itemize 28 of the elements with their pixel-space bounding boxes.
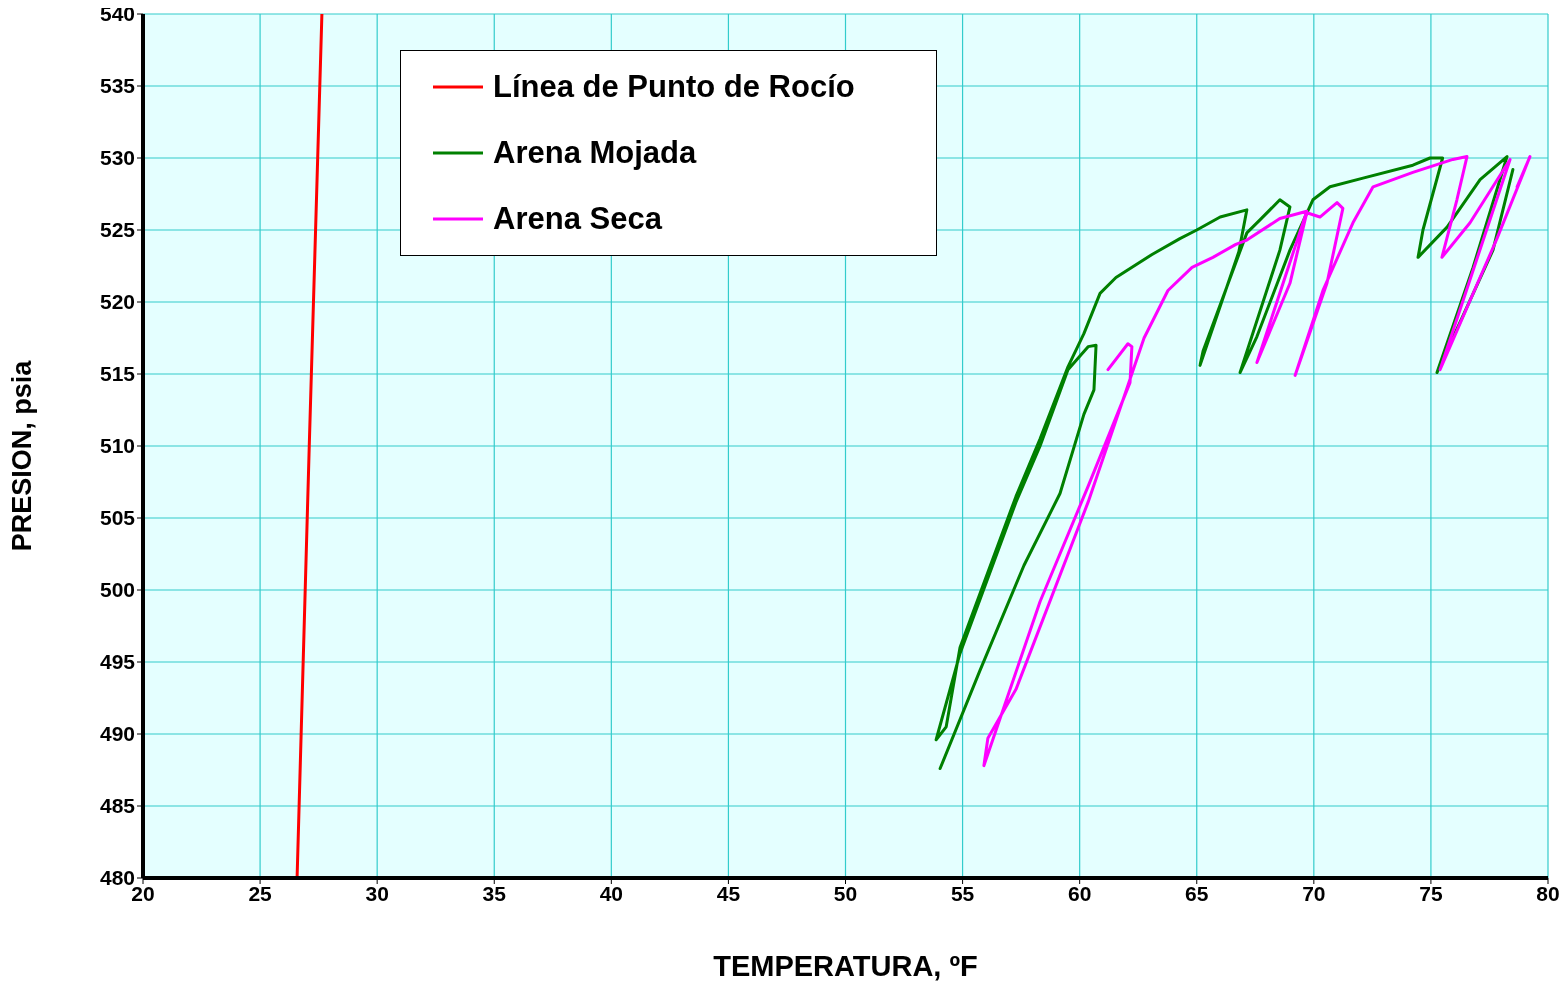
legend-label: Línea de Punto de Rocío xyxy=(493,69,855,105)
legend-label: Arena Mojada xyxy=(493,135,697,171)
y-tick-label: 510 xyxy=(99,434,135,458)
y-tick-label: 520 xyxy=(99,290,135,314)
x-tick-label: 70 xyxy=(1302,881,1326,905)
y-axis-title: PRESION, psia xyxy=(6,359,37,552)
x-tick-label: 40 xyxy=(599,881,624,905)
x-tick-label: 50 xyxy=(833,881,858,905)
x-tick-label: 25 xyxy=(248,881,273,905)
x-tick-label: 75 xyxy=(1419,881,1443,905)
legend-label: Arena Seca xyxy=(493,201,662,237)
x-axis-title: TEMPERATURA, ºF xyxy=(713,950,978,982)
y-tick-label: 500 xyxy=(99,578,135,602)
y-tick-label: 525 xyxy=(99,218,136,242)
x-tick-label: 45 xyxy=(716,881,741,905)
x-tick-label: 30 xyxy=(365,881,389,905)
y-tick-label: 530 xyxy=(99,146,135,170)
y-tick-label: 485 xyxy=(99,794,136,818)
y-tick-label: 495 xyxy=(99,650,136,674)
x-tick-label: 60 xyxy=(1067,881,1092,905)
y-tick-label: 515 xyxy=(99,362,136,386)
y-tick-label: 490 xyxy=(99,722,135,746)
x-tick-label: 55 xyxy=(950,881,975,905)
x-tick-label: 35 xyxy=(482,881,507,905)
x-tick-label: 65 xyxy=(1185,881,1209,905)
x-tick-label: 80 xyxy=(1536,881,1560,905)
y-tick-label: 505 xyxy=(99,506,136,530)
y-tick-label: 535 xyxy=(99,74,136,98)
